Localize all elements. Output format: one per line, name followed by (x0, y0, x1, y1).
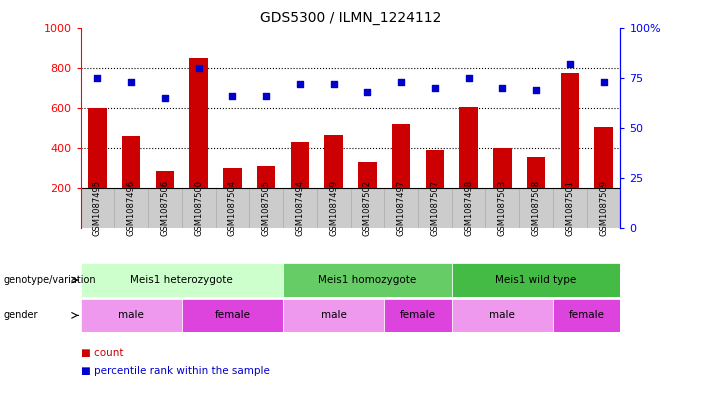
Point (564, 61, 576, 67)
Bar (553, 299, 620, 332)
Bar (283, 263, 451, 297)
Bar (426, 150, 444, 188)
Bar (283, 299, 384, 332)
Bar (384, 299, 451, 332)
Bar (122, 136, 140, 188)
Title: GDS5300 / ILMN_1224112: GDS5300 / ILMN_1224112 (260, 11, 441, 25)
Text: GSM1087494: GSM1087494 (295, 180, 304, 236)
Point (429, 84, 440, 91)
Bar (88, 108, 107, 188)
Point (227, 92, 238, 99)
Text: Meis1 wild type: Meis1 wild type (496, 275, 577, 285)
Bar (291, 142, 309, 188)
Bar (594, 127, 613, 188)
Text: GSM1087509: GSM1087509 (599, 180, 608, 236)
Bar (325, 135, 343, 188)
Text: GSM1087505: GSM1087505 (261, 180, 271, 236)
Text: male: male (489, 310, 515, 320)
Text: male: male (118, 310, 144, 320)
Bar (156, 171, 175, 188)
Point (463, 75, 474, 81)
Point (92, 75, 103, 81)
Bar (451, 299, 553, 332)
Text: GSM1087502: GSM1087502 (363, 180, 372, 236)
Text: GSM1087503: GSM1087503 (498, 180, 507, 236)
Text: GSM1087500: GSM1087500 (194, 180, 203, 236)
Point (531, 86, 542, 93)
Bar (526, 157, 545, 188)
Text: Meis1 homozygote: Meis1 homozygote (318, 275, 416, 285)
Bar (561, 73, 579, 188)
Point (497, 84, 508, 91)
Text: genotype/variation: genotype/variation (4, 275, 96, 285)
Bar (81, 299, 182, 332)
Point (193, 64, 204, 71)
Point (362, 88, 373, 95)
Bar (493, 148, 512, 188)
Text: Meis1 heterozygote: Meis1 heterozygote (130, 275, 233, 285)
Text: GSM1087498: GSM1087498 (464, 180, 473, 236)
Bar (189, 58, 208, 188)
Point (294, 81, 306, 87)
Text: ■ count: ■ count (81, 347, 123, 358)
Text: GSM1087501: GSM1087501 (565, 180, 574, 236)
Bar (257, 166, 275, 188)
Point (395, 79, 407, 85)
Text: GSM1087497: GSM1087497 (397, 180, 406, 236)
Text: male: male (320, 310, 346, 320)
Point (598, 79, 609, 85)
Text: GSM1087507: GSM1087507 (430, 180, 440, 236)
Bar (358, 162, 376, 188)
Text: female: female (215, 310, 250, 320)
Text: gender: gender (4, 310, 38, 320)
Point (328, 81, 339, 87)
Bar (182, 299, 283, 332)
Text: GSM1087495: GSM1087495 (93, 180, 102, 236)
Text: GSM1087504: GSM1087504 (228, 180, 237, 236)
Point (125, 79, 137, 85)
Text: GSM1087506: GSM1087506 (161, 180, 170, 236)
Point (261, 92, 272, 99)
Text: GSM1087499: GSM1087499 (329, 180, 338, 236)
Bar (81, 263, 283, 297)
Bar (392, 124, 410, 188)
Bar (459, 107, 478, 188)
Text: GSM1087508: GSM1087508 (531, 180, 540, 236)
Bar (223, 168, 242, 188)
Text: ■ percentile rank within the sample: ■ percentile rank within the sample (81, 366, 269, 376)
Text: female: female (569, 310, 605, 320)
Bar (81, 188, 620, 228)
Point (159, 95, 170, 101)
Text: female: female (400, 310, 436, 320)
Bar (451, 263, 620, 297)
Text: GSM1087496: GSM1087496 (127, 180, 136, 236)
